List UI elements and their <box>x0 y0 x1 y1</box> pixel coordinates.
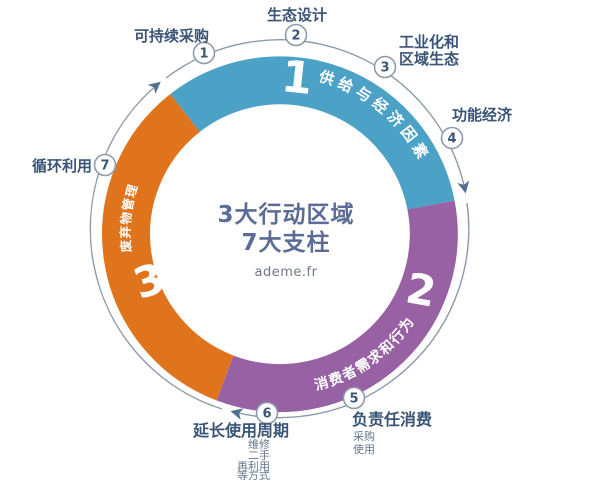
pillar-badge-number: 4 <box>447 132 456 147</box>
pillar-badge-number: 3 <box>380 61 389 76</box>
pillar-badge-7: 7 <box>93 153 117 177</box>
pillar-badge-circle <box>342 386 366 410</box>
center-title-group: 3大行动区域 7大支柱 ademe.fr <box>217 201 354 280</box>
pillar-label-extended-use-group: 延长使用周期 维修 二手 再利用 等方式 <box>192 421 289 480</box>
pillar-badge-5: 5 <box>342 386 366 410</box>
pillar-label-extended-use: 延长使用周期 <box>192 421 289 440</box>
pillar-badge-circle <box>440 126 464 150</box>
segment-supply <box>170 56 455 211</box>
pillar-label-eco-design: 生态设计 <box>267 6 327 24</box>
pillar-sublabel-other-ways: 等方式 <box>237 468 270 480</box>
pillar-sublabel-reuse: 再利用 <box>237 460 270 473</box>
pillar-label-industrial-ecology-line1: 工业化和 <box>399 33 459 51</box>
pillar-badge-number: 5 <box>349 392 358 407</box>
pillar-badge-circle <box>255 401 279 425</box>
segment-waste <box>102 94 235 401</box>
source-credit: ademe.fr <box>255 265 318 280</box>
pillar-label-industrial-ecology-line2: 区域生态 <box>399 50 459 68</box>
center-title-line1: 3大行动区域 <box>217 201 354 228</box>
pillar-badge-3: 3 <box>373 55 397 79</box>
area-number-1: 1 <box>279 51 315 105</box>
center-title-line2: 7大支柱 <box>241 230 330 256</box>
pillar-badge-4: 4 <box>440 126 464 150</box>
pillar-label-responsible-consumption: 负责任消费 <box>352 410 432 429</box>
pillar-label-recycling: 循环利用 <box>32 157 92 175</box>
pillar-badge-number: 2 <box>291 29 300 44</box>
pillar-badge-1: 1 <box>192 41 216 65</box>
pillar-sublabel-repair: 维修 <box>248 437 270 451</box>
pillar-badge-circle <box>192 41 216 65</box>
pillar-badge-number: 6 <box>262 407 271 422</box>
pillar-badge-2: 2 <box>284 23 308 47</box>
pillar-sublabel-use: 使用 <box>353 443 375 456</box>
pillar-badge-circle <box>93 153 117 177</box>
pillar-badge-circle <box>373 55 397 79</box>
action-area-ring <box>102 56 458 412</box>
cycle-arc-left <box>89 81 223 410</box>
pillar-sublabel-secondhand: 二手 <box>248 448 270 462</box>
cycle-arc-bottom <box>230 202 470 420</box>
pillar-badge-circle <box>284 23 308 47</box>
pillar-badge-number: 7 <box>100 159 109 174</box>
segment-consumer <box>216 200 458 412</box>
pillar-label-responsible-consumption-group: 负责任消费 采购 使用 <box>352 410 432 456</box>
pillar-label-functional-economy: 功能经济 <box>452 106 513 124</box>
pillar-sublabel-purchase: 采购 <box>353 429 375 443</box>
pillar-label-sustainable-procurement: 可持续采购 <box>134 27 209 45</box>
pillar-badge-6: 6 <box>255 401 279 425</box>
pillar-badge-number: 1 <box>199 47 208 62</box>
